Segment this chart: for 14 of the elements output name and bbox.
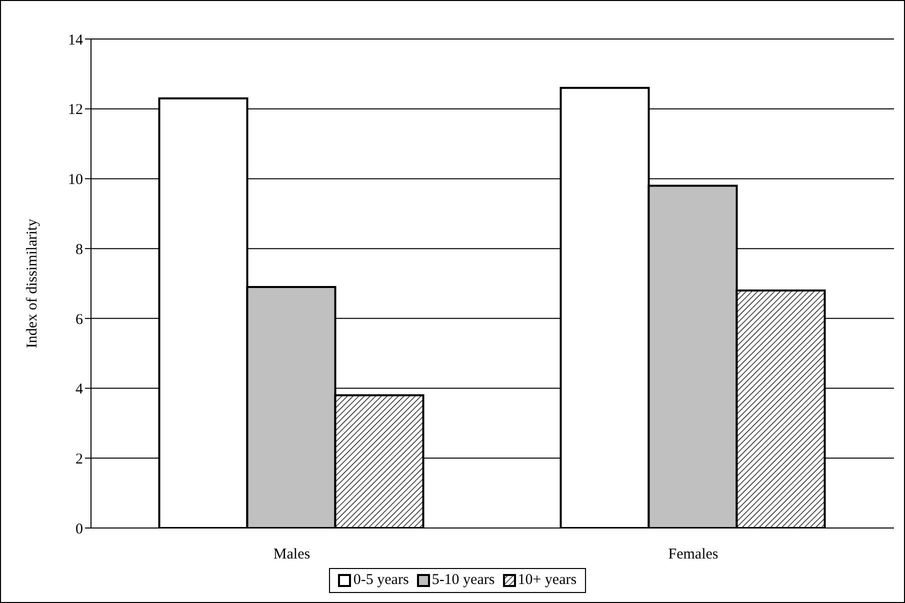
y-tick-label: 0 — [76, 521, 83, 538]
y-tick-label: 6 — [76, 312, 84, 328]
y-tick-label: 10 — [68, 172, 83, 188]
y-tick-label: 14 — [68, 32, 84, 48]
y-tick-label: 2 — [76, 451, 83, 468]
y-tick-label: 4 — [76, 382, 84, 398]
y-tick-label: 8 — [76, 242, 83, 258]
x-tick-label: Males — [273, 546, 310, 563]
legend-label: 5-10 years — [430, 572, 495, 589]
x-tick-label: Females — [668, 546, 718, 563]
y-tick-label: 12 — [68, 102, 83, 118]
legend-label: 10+ years — [516, 572, 577, 589]
legend-label: 0-5 years — [352, 572, 409, 589]
y-axis-title: Index of dissimilarity — [24, 218, 40, 348]
